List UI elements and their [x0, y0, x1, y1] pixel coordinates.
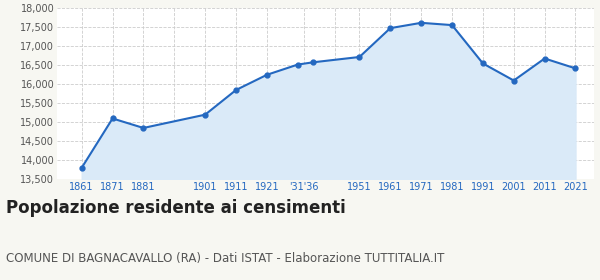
Text: Popolazione residente ai censimenti: Popolazione residente ai censimenti [6, 199, 346, 217]
Text: COMUNE DI BAGNACAVALLO (RA) - Dati ISTAT - Elaborazione TUTTITALIA.IT: COMUNE DI BAGNACAVALLO (RA) - Dati ISTAT… [6, 252, 445, 265]
